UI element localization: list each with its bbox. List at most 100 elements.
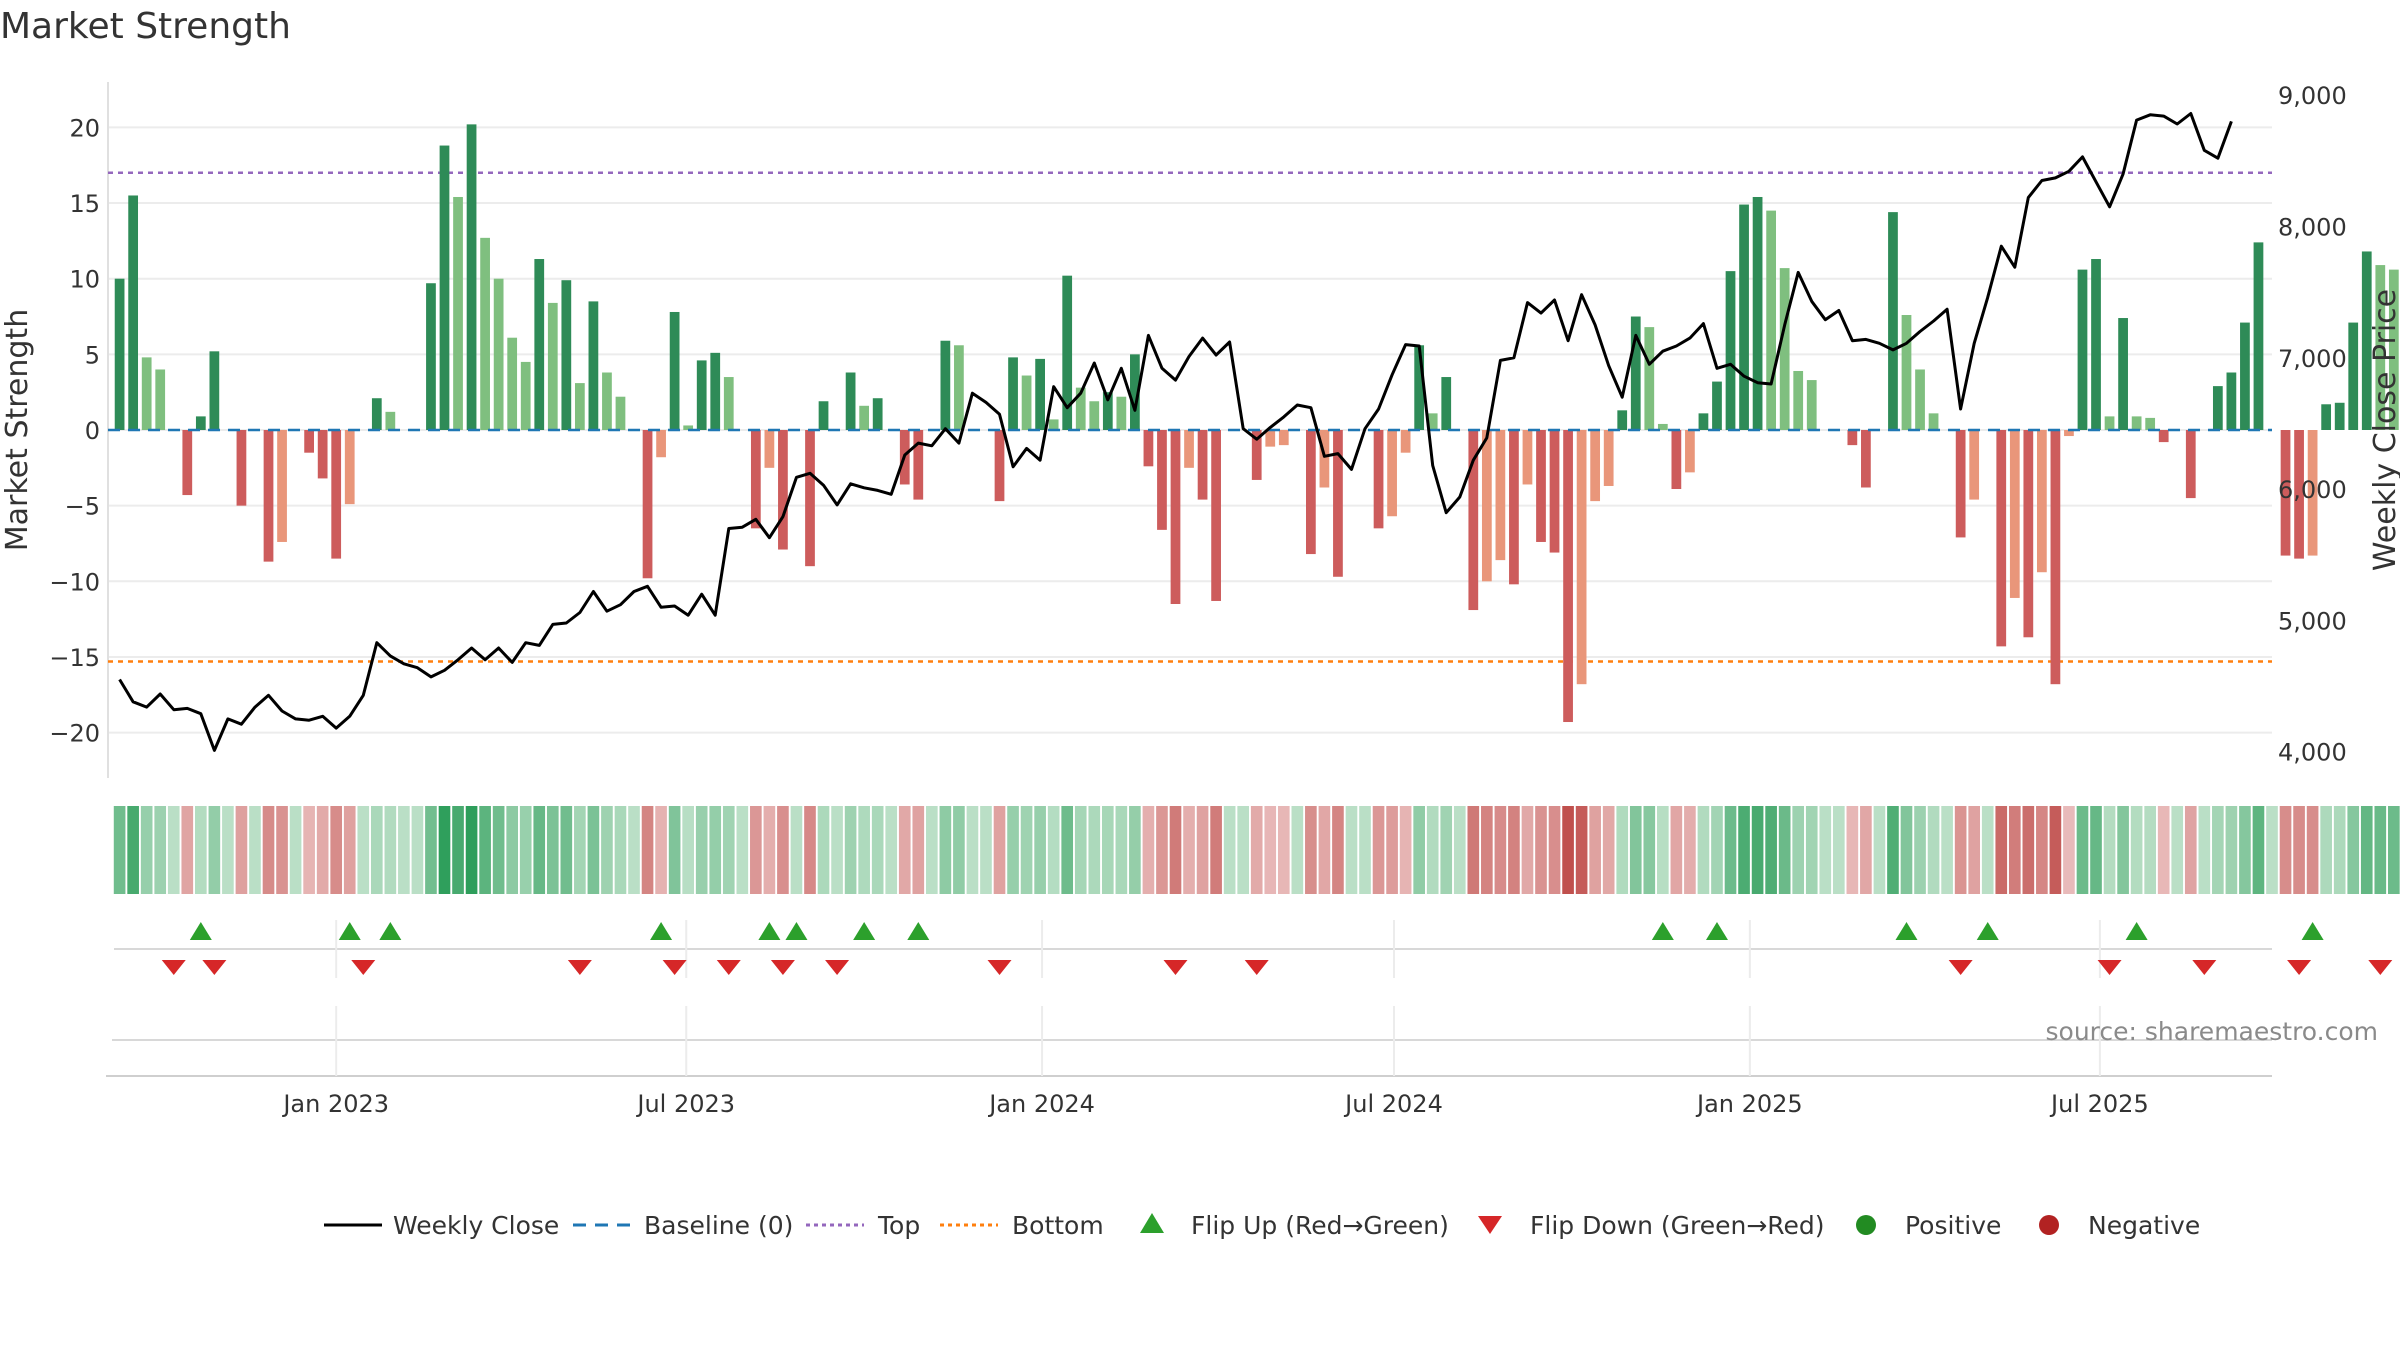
strength-bar bbox=[453, 196, 463, 430]
y-tick-label: −20 bbox=[49, 720, 100, 748]
flip-up-marker bbox=[1895, 922, 1918, 940]
strength-bar bbox=[1184, 430, 1194, 468]
heat-cell bbox=[1264, 806, 1277, 894]
y-tick-label: 5 bbox=[85, 341, 100, 369]
heat-cell bbox=[2252, 806, 2265, 894]
strength-bar bbox=[615, 396, 626, 430]
heat-cell bbox=[1345, 806, 1358, 894]
heat-cell bbox=[1115, 806, 1128, 894]
heat-cell bbox=[154, 806, 167, 894]
y2-tick-label: 6,000 bbox=[2278, 476, 2347, 504]
legend-swatch-flip-down bbox=[1478, 1216, 1502, 1234]
flip-down-marker bbox=[770, 960, 795, 975]
heat-cell bbox=[465, 806, 478, 894]
strength-bar bbox=[480, 237, 490, 430]
strength-bar bbox=[1414, 345, 1425, 430]
heat-cell bbox=[966, 806, 979, 894]
heat-cell bbox=[546, 806, 559, 894]
strength-bar bbox=[574, 383, 585, 430]
flip-down-marker bbox=[662, 960, 687, 975]
strength-bar bbox=[1278, 430, 1289, 446]
x-tick-label: Jan 2023 bbox=[281, 1090, 389, 1118]
legend-label: Bottom bbox=[1012, 1211, 1104, 1240]
flip-up-marker bbox=[1651, 922, 1674, 940]
flip-up-marker bbox=[2301, 922, 2324, 940]
strength-bar bbox=[1752, 196, 1763, 430]
y2-tick-label: 9,000 bbox=[2278, 82, 2347, 110]
y-tick-label: −15 bbox=[49, 644, 100, 672]
heat-cell bbox=[1670, 806, 1683, 894]
flip-down-marker bbox=[2097, 960, 2122, 975]
heat-cell bbox=[1738, 806, 1750, 894]
heat-cell bbox=[1927, 806, 1940, 894]
strength-bar bbox=[1089, 401, 1100, 430]
heat-cell bbox=[1034, 806, 1046, 894]
strength-bar bbox=[1197, 430, 1208, 500]
heat-cell bbox=[1318, 806, 1331, 894]
heat-cell bbox=[844, 806, 857, 894]
heat-cell bbox=[1941, 806, 1953, 894]
heat-cell bbox=[736, 806, 749, 894]
strength-bar bbox=[642, 430, 653, 579]
strength-bar bbox=[520, 361, 531, 430]
strength-bar bbox=[588, 301, 599, 430]
heat-cell bbox=[1873, 806, 1886, 894]
legend-swatch-flip-up bbox=[1140, 1213, 1164, 1233]
heat-cell bbox=[1792, 806, 1805, 894]
strength-bar bbox=[1536, 430, 1546, 542]
strength-bar bbox=[1766, 210, 1777, 430]
heat-cell bbox=[1954, 806, 1967, 894]
strength-bar bbox=[426, 283, 436, 430]
strength-bar bbox=[1576, 430, 1587, 685]
strength-bar bbox=[2077, 269, 2088, 430]
strength-bar bbox=[1847, 430, 1858, 446]
strength-bar bbox=[1590, 430, 1601, 502]
flip-up-marker bbox=[907, 922, 930, 940]
heat-cell bbox=[1453, 806, 1466, 894]
heat-cell bbox=[1007, 806, 1019, 894]
heat-cell bbox=[2117, 806, 2129, 894]
heat-cell bbox=[276, 806, 288, 894]
heat-cell bbox=[1575, 806, 1588, 894]
strength-bar bbox=[1116, 396, 1127, 430]
flip-up-marker bbox=[853, 922, 876, 940]
strength-bar bbox=[1725, 271, 1736, 430]
legend-label: Negative bbox=[2088, 1211, 2200, 1240]
strength-bar bbox=[2212, 386, 2223, 430]
heat-cell bbox=[1846, 806, 1859, 894]
flip-up-marker bbox=[758, 922, 781, 940]
strength-bar bbox=[2185, 430, 2196, 499]
heat-cell bbox=[682, 806, 694, 894]
heat-cell bbox=[2347, 806, 2360, 894]
strength-bar bbox=[507, 337, 518, 430]
heat-cell bbox=[1589, 806, 1601, 894]
strength-bar bbox=[2226, 372, 2237, 430]
strength-bar bbox=[439, 145, 450, 430]
heat-cell bbox=[357, 806, 370, 894]
heat-cell bbox=[993, 806, 1006, 894]
heat-cell bbox=[1508, 806, 1520, 894]
y2-tick-label: 4,000 bbox=[2278, 739, 2347, 767]
flip-up-marker bbox=[785, 922, 808, 940]
heat-cell bbox=[1751, 806, 1764, 894]
strength-bar bbox=[818, 401, 829, 430]
strength-bar bbox=[2280, 430, 2291, 556]
strength-bar bbox=[1698, 413, 1709, 430]
flip-up-marker bbox=[338, 922, 361, 940]
heat-cell bbox=[113, 806, 126, 894]
strength-bar bbox=[764, 430, 775, 468]
heat-cell bbox=[1223, 806, 1236, 894]
heat-cell bbox=[2388, 806, 2400, 894]
strength-bar bbox=[1373, 430, 1384, 529]
heat-cell bbox=[763, 806, 776, 894]
heat-cell bbox=[2171, 806, 2184, 894]
heat-cell bbox=[343, 806, 356, 894]
strength-bar bbox=[1563, 430, 1573, 723]
heat-cell bbox=[560, 806, 573, 894]
source-label: source: sharemaestro.com bbox=[2046, 1017, 2379, 1046]
strength-bar bbox=[547, 302, 558, 430]
strength-bar bbox=[2118, 318, 2128, 430]
heat-cell bbox=[370, 806, 383, 894]
strength-bar bbox=[1657, 423, 1668, 430]
